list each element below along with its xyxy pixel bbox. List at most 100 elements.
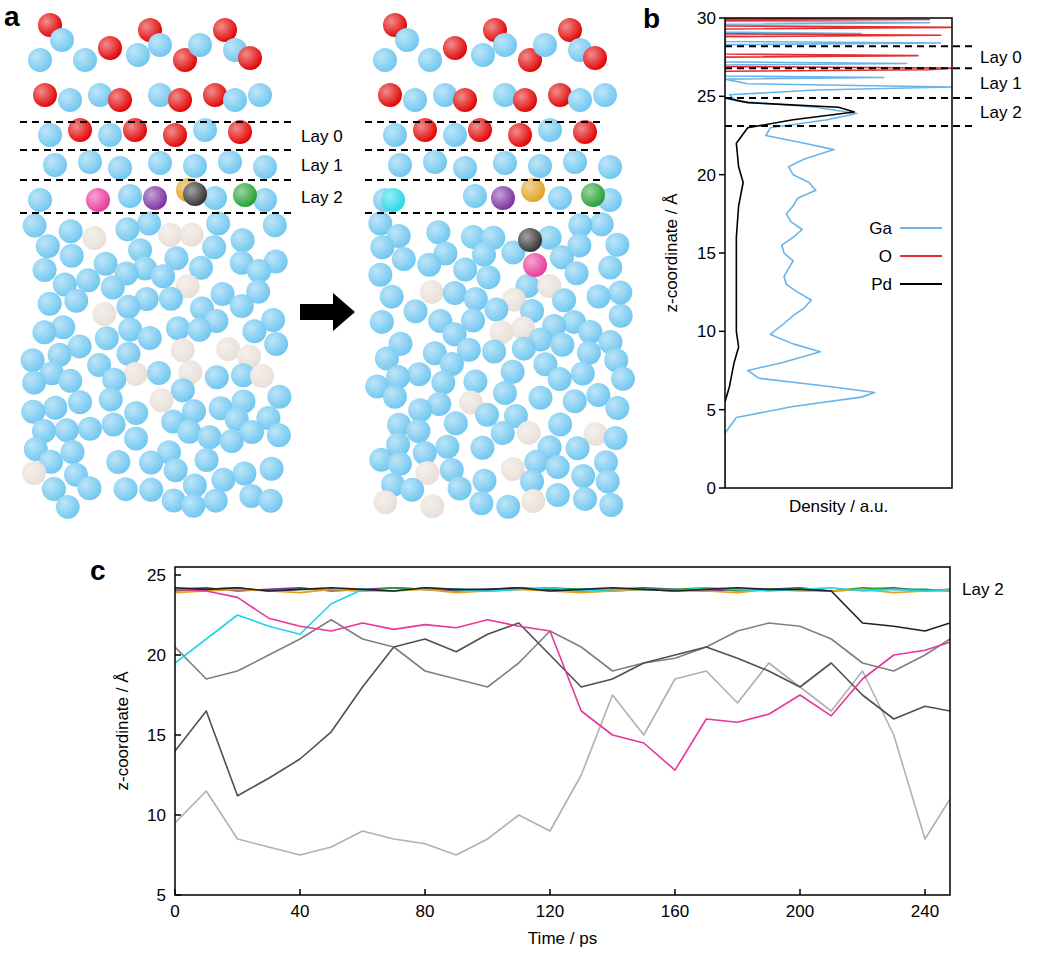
atom bbox=[523, 253, 547, 277]
atom bbox=[123, 362, 147, 386]
tick-label: 15 bbox=[147, 726, 166, 745]
atom bbox=[403, 88, 427, 112]
atom bbox=[102, 368, 126, 392]
atom bbox=[163, 123, 187, 147]
tick bbox=[719, 96, 725, 98]
legend-swatch bbox=[900, 283, 942, 285]
tick bbox=[175, 814, 181, 816]
atom bbox=[548, 412, 572, 436]
atom bbox=[195, 448, 219, 472]
tick bbox=[299, 889, 301, 895]
atom bbox=[493, 151, 517, 175]
atom bbox=[183, 154, 207, 178]
atom bbox=[22, 461, 46, 485]
plot-area bbox=[175, 588, 950, 855]
layer-line bbox=[20, 149, 295, 151]
atom bbox=[231, 228, 255, 252]
tick bbox=[719, 17, 725, 19]
atom bbox=[164, 458, 188, 482]
atom bbox=[220, 429, 244, 453]
atom bbox=[501, 360, 525, 384]
atom bbox=[180, 223, 204, 247]
tick bbox=[719, 174, 725, 176]
tick bbox=[175, 574, 181, 576]
atom bbox=[147, 361, 171, 385]
layer-line bbox=[365, 179, 600, 181]
atom bbox=[59, 219, 83, 243]
atom bbox=[202, 235, 226, 259]
tick-label: 0 bbox=[707, 479, 716, 498]
series-line bbox=[725, 98, 854, 402]
atom bbox=[149, 388, 173, 412]
atom bbox=[373, 48, 397, 72]
atom bbox=[38, 123, 62, 147]
atom bbox=[521, 178, 545, 202]
atom bbox=[528, 386, 552, 410]
atom bbox=[181, 494, 205, 518]
atom bbox=[383, 123, 407, 147]
atom bbox=[590, 212, 614, 236]
atom bbox=[148, 83, 172, 107]
atom bbox=[188, 318, 212, 342]
atom bbox=[406, 419, 430, 443]
atom bbox=[88, 83, 112, 107]
atom bbox=[118, 184, 142, 208]
plot-area bbox=[725, 18, 952, 488]
tick bbox=[719, 252, 725, 254]
layer-line bbox=[20, 121, 295, 123]
atom bbox=[491, 421, 515, 445]
atom bbox=[126, 43, 150, 67]
atom bbox=[101, 275, 125, 299]
tick-label: 160 bbox=[661, 902, 689, 921]
atom bbox=[56, 495, 80, 519]
atom bbox=[471, 43, 495, 67]
layer-line bbox=[725, 45, 975, 47]
atom bbox=[139, 478, 163, 502]
atom bbox=[395, 28, 419, 52]
atom bbox=[605, 396, 629, 420]
atom bbox=[517, 421, 541, 445]
atom bbox=[370, 310, 394, 334]
tick-label: 10 bbox=[697, 322, 716, 341]
atom bbox=[482, 339, 506, 363]
atom bbox=[218, 150, 242, 174]
layer-label: Lay 2 bbox=[301, 188, 343, 207]
atom bbox=[137, 211, 161, 235]
atom bbox=[247, 259, 271, 283]
chart: 51015202504080120160200240Lay 2Time / ps… bbox=[90, 555, 1004, 948]
tick-label: 25 bbox=[147, 566, 166, 585]
panel-letter: a bbox=[4, 1, 20, 32]
atom bbox=[443, 281, 467, 305]
atom bbox=[204, 489, 228, 513]
atom bbox=[583, 46, 607, 70]
atom bbox=[43, 396, 67, 420]
atom bbox=[444, 411, 468, 435]
atom bbox=[552, 288, 576, 312]
atom bbox=[98, 36, 122, 60]
atom bbox=[86, 188, 110, 212]
tick-label: 5 bbox=[157, 886, 166, 905]
atom bbox=[484, 298, 508, 322]
tick bbox=[674, 889, 676, 895]
atom bbox=[114, 477, 138, 501]
atom bbox=[58, 369, 82, 393]
atom bbox=[38, 292, 62, 316]
layer-label: Lay 0 bbox=[301, 127, 343, 146]
atom bbox=[381, 188, 405, 212]
atom bbox=[548, 367, 572, 391]
layer-label: Lay 2 bbox=[980, 103, 1022, 122]
atom bbox=[76, 268, 100, 292]
layer-line bbox=[20, 179, 295, 181]
atom bbox=[60, 244, 84, 268]
axis-title: Density / a.u. bbox=[789, 497, 888, 516]
atom bbox=[408, 398, 432, 422]
axis-title: z-coordinate / Å bbox=[113, 671, 132, 791]
atom bbox=[418, 48, 442, 72]
atom bbox=[453, 258, 477, 282]
atom bbox=[378, 83, 402, 107]
series-line bbox=[175, 620, 950, 687]
atom bbox=[108, 156, 132, 180]
atom bbox=[267, 385, 291, 409]
panel-letter: b bbox=[643, 3, 660, 34]
atom bbox=[78, 417, 102, 441]
